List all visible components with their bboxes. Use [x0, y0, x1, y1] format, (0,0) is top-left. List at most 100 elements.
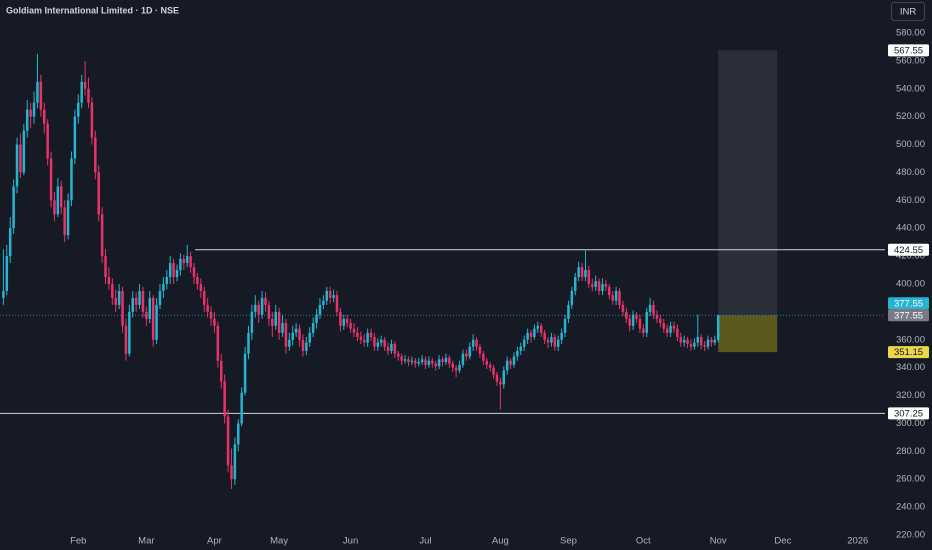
candle-body — [49, 158, 53, 201]
candle-body — [679, 336, 683, 343]
candle-body — [696, 336, 700, 343]
range-high-label: 567.55 — [894, 45, 923, 56]
candle-body — [631, 314, 635, 326]
candle-body — [556, 339, 560, 347]
candle-body — [185, 256, 189, 264]
candle-body — [155, 304, 158, 340]
candle-body — [104, 256, 107, 278]
candle-body — [669, 325, 672, 333]
x-tick-label: Nov — [710, 536, 727, 547]
candle-body — [100, 214, 104, 257]
candle-body — [594, 281, 597, 287]
candle-body — [80, 81, 83, 103]
candle-body — [339, 311, 342, 326]
stop-zone — [718, 315, 778, 353]
candle-body — [2, 290, 5, 298]
y-tick-label: 480.00 — [896, 167, 925, 178]
currency-label[interactable]: INR — [900, 7, 917, 18]
y-tick-label: 400.00 — [896, 279, 925, 290]
candle-body — [587, 270, 591, 284]
candle-body — [546, 339, 550, 343]
candle-body — [584, 270, 587, 278]
candle-body — [539, 325, 543, 333]
x-tick-label: Mar — [138, 536, 154, 547]
y-tick-label: 460.00 — [896, 195, 925, 206]
candle-body — [25, 109, 29, 131]
candle-body — [315, 314, 318, 324]
candle-body — [509, 360, 512, 365]
candle-body — [414, 360, 417, 364]
candle-body — [648, 304, 652, 312]
candle-body — [461, 353, 465, 365]
y-tick-label: 580.00 — [896, 28, 925, 39]
candle-body — [686, 339, 689, 344]
candle-body — [247, 332, 250, 354]
candle-body — [563, 318, 567, 333]
candle-body — [107, 277, 111, 284]
candle-body — [277, 311, 281, 333]
candle-body — [5, 256, 9, 291]
candle-body — [427, 360, 431, 365]
candle-body — [597, 281, 601, 291]
candle-body — [342, 318, 346, 326]
candle-body — [601, 284, 604, 291]
candle-body — [373, 336, 376, 347]
candle-body — [77, 102, 80, 117]
candle-body — [706, 339, 710, 347]
candle-body — [522, 339, 526, 347]
candle-body — [386, 346, 390, 351]
candle-body — [70, 158, 73, 201]
candle-body — [478, 346, 482, 354]
candle-body — [117, 290, 121, 305]
range-low-label-bg — [888, 346, 929, 359]
candle-body — [710, 339, 713, 343]
candle-body — [659, 318, 662, 324]
candle-body — [451, 363, 454, 368]
candle-body — [111, 284, 114, 298]
candle-body — [243, 353, 247, 393]
candle-body — [471, 339, 475, 347]
candle-body — [682, 339, 686, 343]
candle-body — [311, 323, 315, 333]
candle-body — [288, 339, 291, 347]
x-tick-label: Sep — [560, 536, 577, 547]
candle-body — [550, 336, 553, 343]
x-tick-label: Jul — [419, 536, 431, 547]
candle-body — [230, 465, 233, 480]
candle-body — [325, 290, 329, 301]
candle-body — [223, 381, 226, 417]
y-tick-label: 340.00 — [896, 362, 925, 373]
candle-body — [32, 102, 36, 117]
candle-body — [94, 137, 97, 173]
level-label-bg — [888, 407, 929, 420]
candle-body — [121, 290, 124, 326]
candle-body — [499, 381, 502, 385]
candle-body — [36, 81, 39, 103]
candle-body — [260, 297, 264, 315]
candle-body — [141, 290, 145, 312]
last-price-label-bg — [888, 297, 929, 310]
y-tick-label: 440.00 — [896, 223, 925, 234]
candle-body — [621, 304, 625, 312]
candle-body — [294, 328, 298, 333]
candle-body — [444, 357, 448, 363]
x-tick-label: Dec — [774, 536, 791, 547]
candle-body — [213, 318, 216, 326]
candle-body — [254, 304, 257, 312]
y-tick-label: 420.00 — [896, 251, 925, 262]
candle-body — [533, 328, 536, 337]
candle-body — [403, 359, 407, 361]
x-tick-label: Jun — [343, 536, 358, 547]
candle-body — [271, 318, 274, 326]
x-tick-label: May — [270, 536, 288, 547]
candle-body — [172, 263, 175, 278]
candle-body — [716, 315, 720, 340]
candle-body — [90, 102, 94, 138]
candle-body — [665, 328, 669, 333]
currency-button[interactable] — [891, 2, 925, 21]
candle-body — [369, 332, 373, 337]
candle-body — [356, 332, 359, 337]
candle-body — [318, 304, 322, 315]
